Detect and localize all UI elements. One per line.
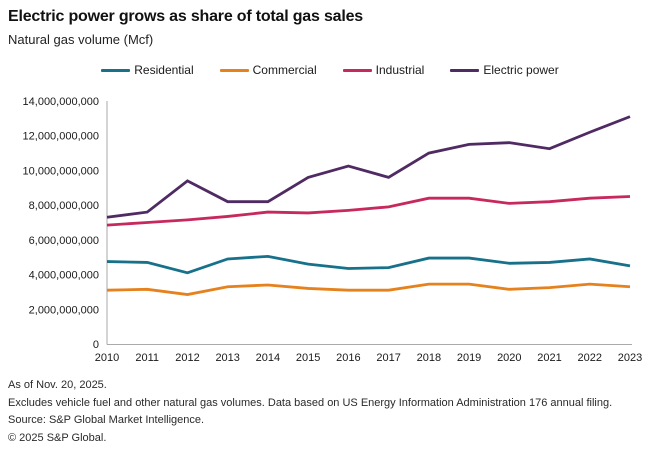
legend-item-electric-power: Electric power <box>450 63 559 77</box>
series-line-commercial <box>106 282 631 296</box>
x-axis-label: 2022 <box>578 352 602 364</box>
y-axis-tick-label: 4,000,000,000 <box>29 270 99 282</box>
x-axis-label: 2020 <box>497 352 521 364</box>
y-axis-tick-label: 2,000,000,000 <box>29 304 99 316</box>
legend-swatch-icon <box>219 68 249 72</box>
x-axis-label: 2011 <box>135 352 159 364</box>
series-line-electric-power <box>106 115 631 219</box>
legend-swatch-icon <box>342 68 372 72</box>
y-axis-tick-label: 14,000,000,000 <box>23 96 99 108</box>
x-axis-label: 2017 <box>376 352 400 364</box>
x-axis-label: 2014 <box>256 352 280 364</box>
x-axis-label: 2013 <box>215 352 239 364</box>
x-axis-label: 2019 <box>457 352 481 364</box>
legend-swatch-icon <box>101 68 131 72</box>
footnote-source: Source: S&P Global Market Intelligence. <box>8 414 205 426</box>
x-axis-label: 2023 <box>618 352 642 364</box>
footnote-copyright: © 2025 S&P Global. <box>8 431 107 444</box>
x-axis-label: 2015 <box>296 352 320 364</box>
legend-label: Electric power <box>483 63 559 77</box>
footnote-note: Excludes vehicle fuel and other natural … <box>8 396 613 409</box>
y-axis-tick-label: 12,000,000,000 <box>23 131 99 143</box>
x-axis-label: 2021 <box>537 352 561 364</box>
legend-label: Commercial <box>252 63 317 77</box>
legend-item-residential: Residential <box>101 63 194 77</box>
legend-swatch-icon <box>450 68 480 72</box>
y-axis-tick-label: 8,000,000,000 <box>29 200 99 212</box>
chart-subtitle: Natural gas volume (Mcf) <box>8 32 154 47</box>
series-line-industrial <box>106 195 631 227</box>
legend-item-industrial: Industrial <box>342 63 425 77</box>
x-axis-label: 2010 <box>95 352 119 364</box>
series-line-residential <box>106 254 631 275</box>
legend-label: Residential <box>134 63 194 77</box>
x-axis-label: 2012 <box>175 352 199 364</box>
legend-item-commercial: Commercial <box>219 63 317 77</box>
footnote-as-of: As of Nov. 20, 2025. <box>8 379 107 391</box>
footnotes: As of Nov. 20, 2025. Excludes vehicle fu… <box>8 377 612 447</box>
y-axis-tick-label: 10,000,000,000 <box>23 165 99 177</box>
chart-legend: Residential Commercial Industrial Electric … <box>0 62 660 78</box>
x-axis-label: 2018 <box>417 352 441 364</box>
chart-title: Electric power grows as share of total g… <box>8 8 363 25</box>
y-axis-tick-label: 0 <box>93 339 99 351</box>
legend-label: Industrial <box>375 63 425 77</box>
y-axis-tick-label: 6,000,000,000 <box>29 235 99 247</box>
x-axis-label: 2016 <box>336 352 360 364</box>
